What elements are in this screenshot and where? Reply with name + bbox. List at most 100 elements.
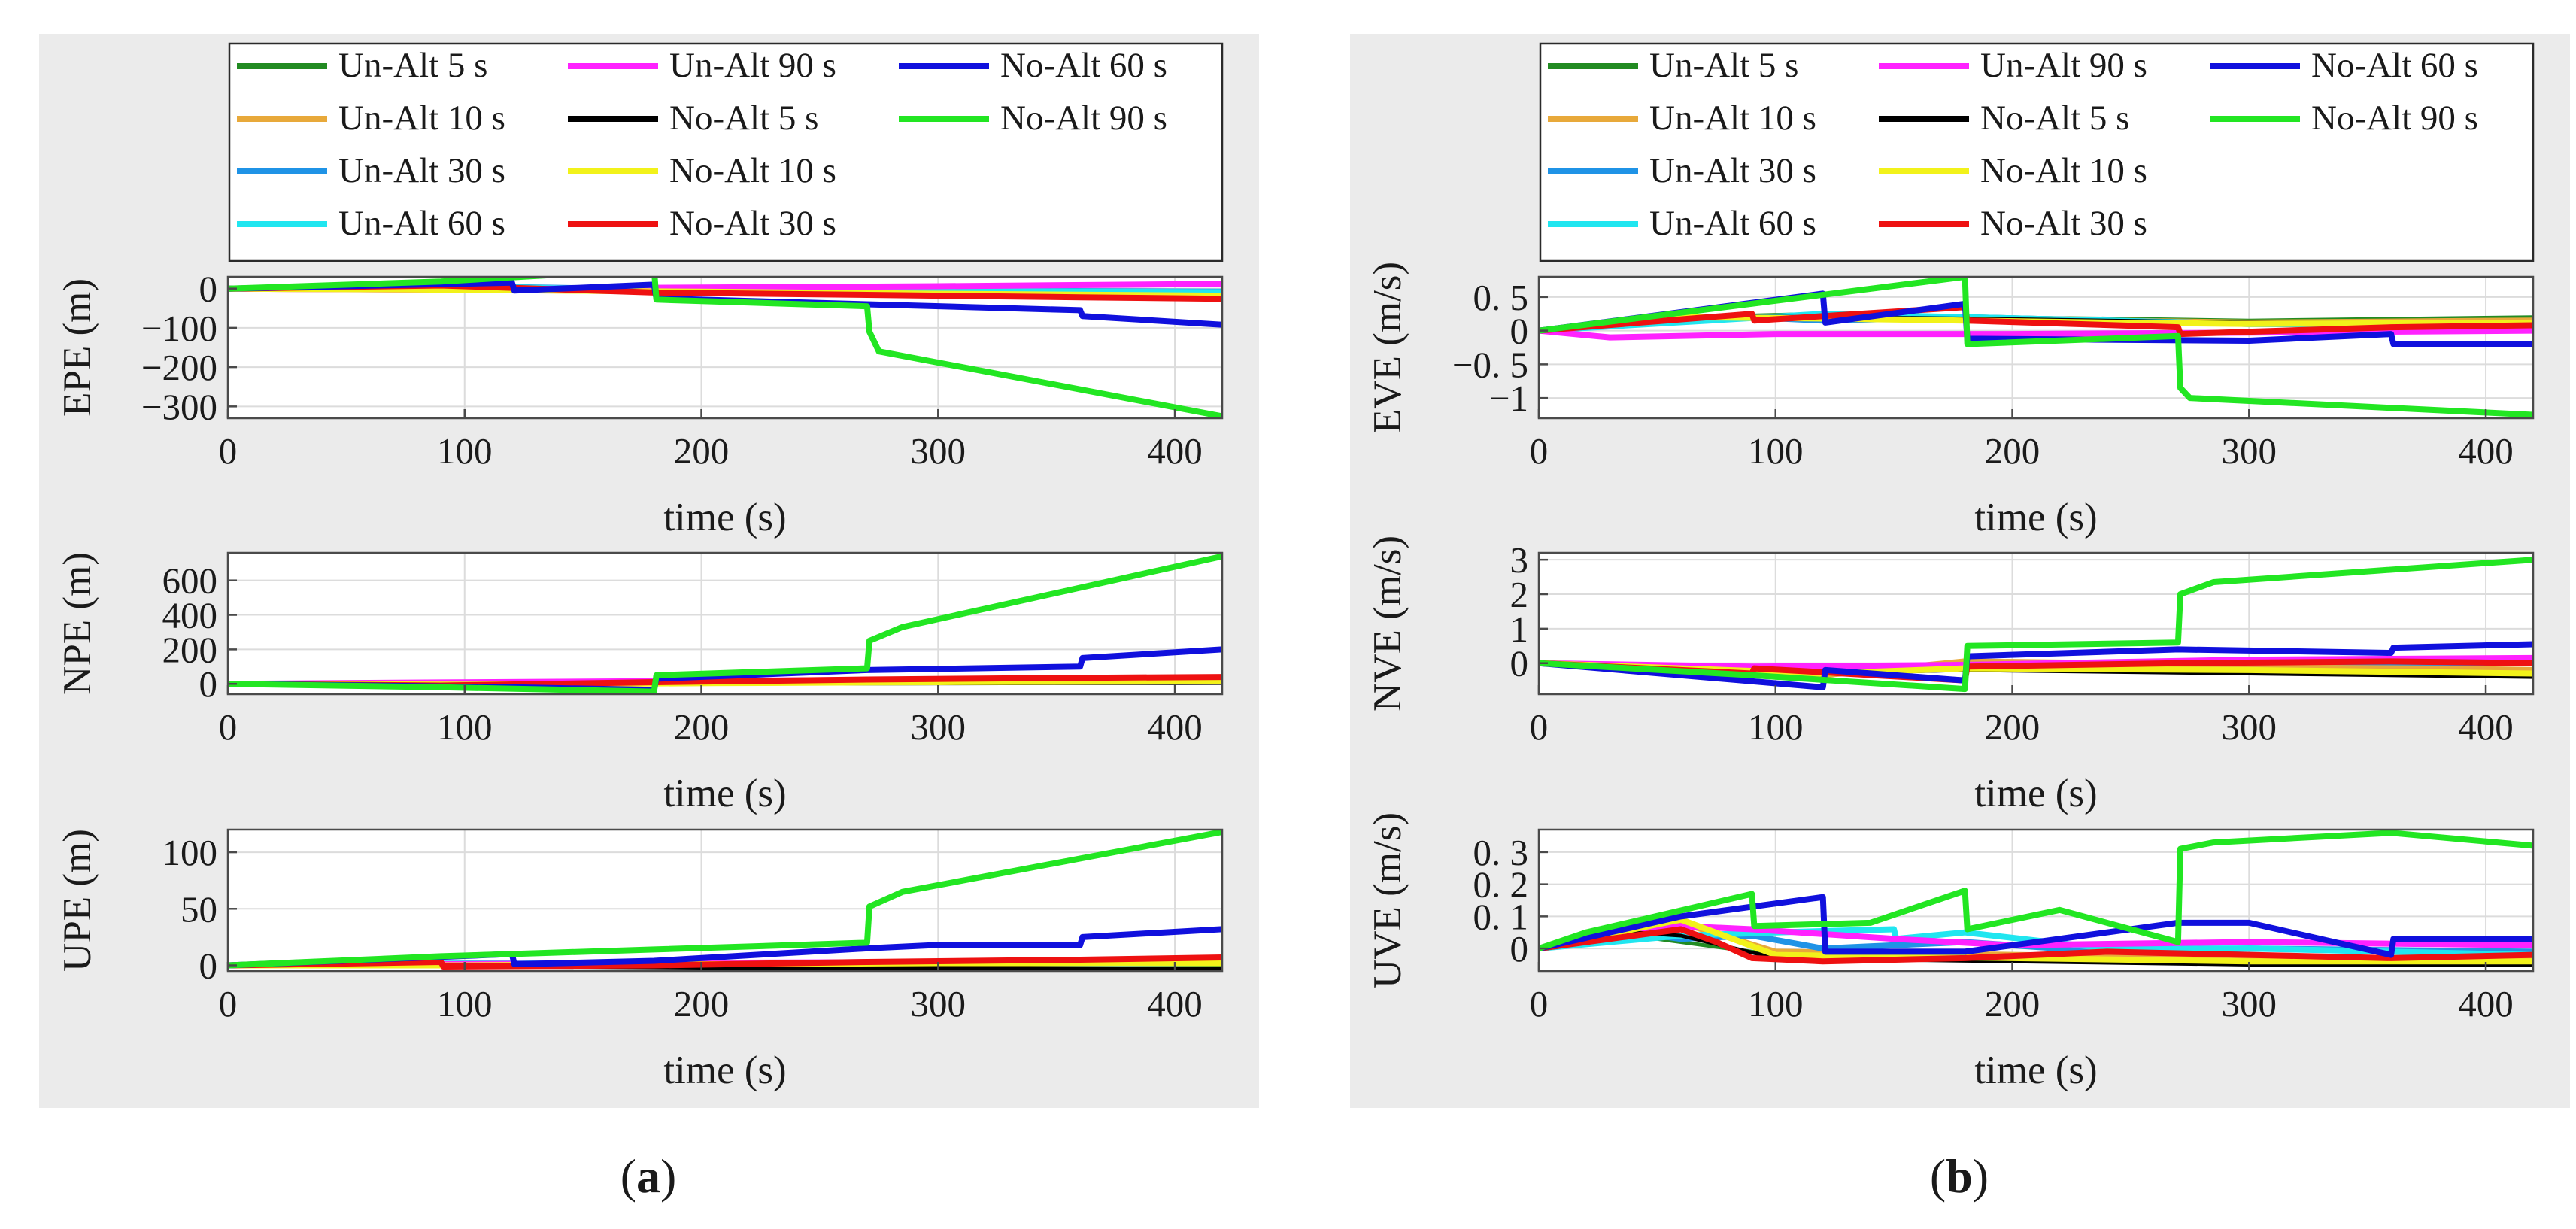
uve-y-tick-label-3: 0. 3 <box>1473 832 1529 873</box>
uve-x-tick-label-3: 300 <box>2222 983 2277 1024</box>
nve-x-axis-label: time (s) <box>1974 772 2097 815</box>
nve-x-tick-label-3: 300 <box>2222 706 2277 748</box>
upe-series-no-alt-60-s <box>228 926 1222 969</box>
nve-y-axis-label: NVE (m/s) <box>1366 536 1409 712</box>
eve-x-tick-label-1: 100 <box>1748 430 1804 472</box>
upe-series-group <box>228 830 1222 971</box>
legend-b-label-no-alt-60-s: No-Alt 60 s <box>2311 46 2478 85</box>
upe-y-axis-label: UPE (m) <box>56 829 99 972</box>
uve-x-tick-label-2: 200 <box>1985 983 2040 1024</box>
epe-y-tick-label-2: −200 <box>141 347 217 388</box>
caption-a-letter: a <box>636 1149 660 1203</box>
legend-b-label-no-alt-90-s: No-Alt 90 s <box>2311 99 2478 138</box>
uve-x-axis-label: time (s) <box>1974 1048 2097 1092</box>
nve-x-tick-label-2: 200 <box>1985 706 2040 748</box>
legend-a-entries: Un-Alt 5 s Un-Alt 90 s No-Alt 60 s Un-Alt 1… <box>237 46 1167 243</box>
uve-series-group <box>1539 830 2533 967</box>
upe-series-no-alt-30-s <box>228 954 1222 970</box>
eve-y-axis-label: EVE (m/s) <box>1366 262 1409 433</box>
upe-x-tick-label-2: 200 <box>674 983 730 1024</box>
eve-axes-frame <box>1537 275 2535 420</box>
uve-axes-frame <box>1537 828 2535 973</box>
nve-y-tick-label-1: 1 <box>1510 608 1529 650</box>
legend-b-label-un-alt-90-s: Un-Alt 90 s <box>1980 46 2147 85</box>
legend-a-label-no-alt-90-s: No-Alt 90 s <box>1000 99 1167 138</box>
eve-x-tick-label-3: 300 <box>2222 430 2277 472</box>
nve-x-tick-label-4: 400 <box>2458 706 2514 748</box>
upe-y-tick-label-1: 50 <box>181 888 217 930</box>
upe-x-tick-label-3: 300 <box>911 983 966 1024</box>
npe-y-tick-label-1: 200 <box>162 629 218 670</box>
uve-series-no-alt-90-s <box>1539 830 2533 952</box>
legend-a-label-un-alt-10-s: Un-Alt 10 s <box>338 99 505 138</box>
upe-series-no-alt-90-s <box>228 830 1222 969</box>
npe-axes-frame <box>226 551 1224 696</box>
eve-x-tick-label-2: 200 <box>1985 430 2040 472</box>
uve-y-axis-label: UVE (m/s) <box>1366 812 1409 988</box>
uve-y-tick-label-0: 0 <box>1510 928 1529 970</box>
npe-y-tick-label-3: 600 <box>162 560 218 602</box>
legend-a-label-un-alt-5-s: Un-Alt 5 s <box>338 46 487 85</box>
legend-b-entries: Un-Alt 5 s Un-Alt 90 s No-Alt 60 s Un-Alt 1… <box>1548 46 2478 243</box>
upe-x-axis-label: time (s) <box>663 1048 786 1092</box>
nve-y-tick-label-0: 0 <box>1510 643 1529 684</box>
epe-y-tick-label-1: −100 <box>141 308 217 349</box>
legend-a-label-no-alt-5-s: No-Alt 5 s <box>669 99 818 138</box>
legend-a: Un-Alt 5 s Un-Alt 90 s No-Alt 60 s Un-Alt 1… <box>228 42 1224 262</box>
legend-a-label-no-alt-60-s: No-Alt 60 s <box>1000 46 1167 85</box>
eve-x-tick-label-4: 400 <box>2458 430 2514 472</box>
eve-plot-area <box>1539 277 2533 418</box>
legend-b-label-no-alt-10-s: No-Alt 10 s <box>1980 151 2147 190</box>
uve-y-tick-label-1: 0. 1 <box>1473 896 1529 937</box>
legend-b: Un-Alt 5 s Un-Alt 90 s No-Alt 60 s Un-Alt 1… <box>1539 42 2535 262</box>
npe-x-tick-label-1: 100 <box>437 706 493 748</box>
eve-y-tick-label-3: −1 <box>1489 378 1528 419</box>
npe-y-axis-label: NPE (m) <box>56 552 99 695</box>
uve-y-tick-label-2: 0. 2 <box>1473 864 1529 906</box>
uve-series-un-alt-90-s <box>1539 923 2533 952</box>
caption-b-letter: b <box>1946 1149 1973 1203</box>
nve-y-tick-label-2: 2 <box>1510 574 1529 615</box>
upe-x-tick-label-4: 400 <box>1147 983 1203 1024</box>
legend-a-label-un-alt-90-s: Un-Alt 90 s <box>669 46 836 85</box>
epe-x-tick-label-2: 200 <box>674 430 730 472</box>
epe-x-tick-label-4: 400 <box>1147 430 1203 472</box>
legend-b-label-un-alt-10-s: Un-Alt 10 s <box>1649 99 1816 138</box>
uve-x-tick-label-0: 0 <box>1530 983 1549 1024</box>
upe-x-tick-label-1: 100 <box>437 983 493 1024</box>
epe-y-tick-label-0: 0 <box>199 269 218 310</box>
legend-a-label-no-alt-30-s: No-Alt 30 s <box>669 204 836 243</box>
npe-x-tick-label-0: 0 <box>219 706 238 748</box>
caption-a: (a) <box>620 1149 677 1203</box>
npe-x-tick-label-3: 300 <box>911 706 966 748</box>
npe-series-no-alt-90-s <box>228 553 1222 694</box>
npe-series-group <box>228 553 1222 694</box>
eve-series-no-alt-90-s <box>1539 277 2533 418</box>
uve-series-no-alt-30-s <box>1539 926 2533 965</box>
epe-x-tick-label-1: 100 <box>437 430 493 472</box>
npe-y-tick-label-2: 400 <box>162 595 218 636</box>
epe-x-tick-label-3: 300 <box>911 430 966 472</box>
nve-axes-frame <box>1537 551 2535 696</box>
legend-b-label-un-alt-30-s: Un-Alt 30 s <box>1649 151 1816 190</box>
upe-axes-frame <box>226 828 1224 973</box>
npe-x-tick-label-2: 200 <box>674 706 730 748</box>
upe-x-tick-label-0: 0 <box>219 983 238 1024</box>
npe-x-tick-label-4: 400 <box>1147 706 1203 748</box>
upe-y-tick-label-2: 100 <box>162 832 218 873</box>
legend-b-label-un-alt-5-s: Un-Alt 5 s <box>1649 46 1798 85</box>
eve-series-group <box>1539 277 2533 418</box>
chart-upe: 0 100 200 300 400 0 50 100 time (s) UPE (m) <box>56 828 1224 1092</box>
legend-a-label-no-alt-10-s: No-Alt 10 s <box>669 151 836 190</box>
legend-a-label-un-alt-30-s: Un-Alt 30 s <box>338 151 505 190</box>
legend-a-label-un-alt-60-s: Un-Alt 60 s <box>338 204 505 243</box>
eve-x-tick-label-0: 0 <box>1530 430 1549 472</box>
eve-y-tick-label-1: 0 <box>1510 311 1529 352</box>
legend-b-label-un-alt-60-s: Un-Alt 60 s <box>1649 204 1816 243</box>
epe-x-axis-label: time (s) <box>663 496 786 539</box>
epe-series-group <box>228 277 1222 418</box>
